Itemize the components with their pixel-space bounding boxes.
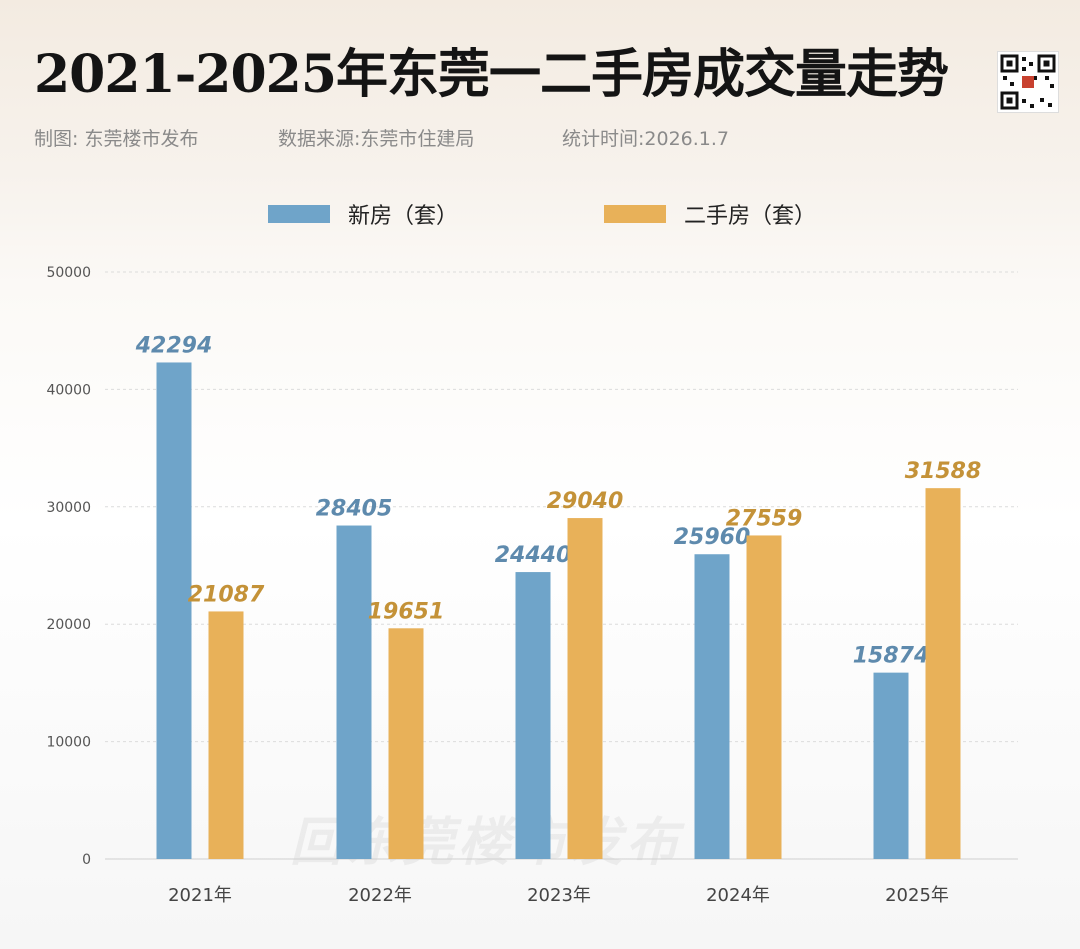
y-tick-label: 30000 xyxy=(46,500,91,516)
x-tick-label: 2025年 xyxy=(885,885,949,906)
legend-swatch-second xyxy=(604,205,666,223)
stat-time-text: 统计时间:2026.1.7 xyxy=(562,128,730,150)
data-label-second: 27559 xyxy=(726,506,803,531)
data-source-text: 数据来源:东莞市住建局 xyxy=(278,128,475,150)
data-label-second: 21087 xyxy=(188,582,265,607)
data-label-new: 42294 xyxy=(135,333,213,358)
y-tick-label: 50000 xyxy=(46,265,91,281)
data-label-second: 31588 xyxy=(905,459,982,484)
legend-label-second: 二手房（套） xyxy=(684,204,817,229)
bar-new xyxy=(694,554,730,859)
y-tick-label: 0 xyxy=(82,852,91,868)
qr-code-icon xyxy=(998,52,1058,112)
data-label-second: 29040 xyxy=(547,489,624,514)
bar-new xyxy=(156,362,192,859)
x-tick-label: 2022年 xyxy=(348,885,412,906)
data-label-second: 19651 xyxy=(368,599,445,624)
data-label-new: 24440 xyxy=(495,543,572,568)
data-label-new: 25960 xyxy=(674,525,751,550)
bar-new xyxy=(515,572,551,859)
y-tick-label: 10000 xyxy=(46,735,91,751)
bar-second xyxy=(388,628,424,859)
page-title: 2021-2025年东莞一二手房成交量走势 xyxy=(34,44,949,105)
bar-new xyxy=(873,672,909,859)
legend-label-new: 新房（套） xyxy=(348,204,459,229)
x-tick-label: 2024年 xyxy=(706,885,770,906)
bar-new xyxy=(336,525,372,859)
bar-second xyxy=(567,518,603,859)
bar-second xyxy=(208,611,244,859)
bar-second xyxy=(746,535,782,859)
bar-second xyxy=(925,488,961,859)
legend-item-second[interactable]: 二手房（套） xyxy=(604,196,816,232)
data-label-new: 15874 xyxy=(853,644,930,669)
y-tick-label: 20000 xyxy=(46,617,91,633)
y-tick-label: 40000 xyxy=(46,382,91,398)
x-tick-label: 2023年 xyxy=(527,885,591,906)
legend-item-new[interactable]: 新房（套） xyxy=(268,196,458,232)
x-tick-label: 2021年 xyxy=(168,885,232,906)
legend-swatch-new xyxy=(268,205,330,223)
credit-text: 制图: 东莞楼市发布 xyxy=(34,128,199,150)
data-label-new: 28405 xyxy=(316,497,393,522)
